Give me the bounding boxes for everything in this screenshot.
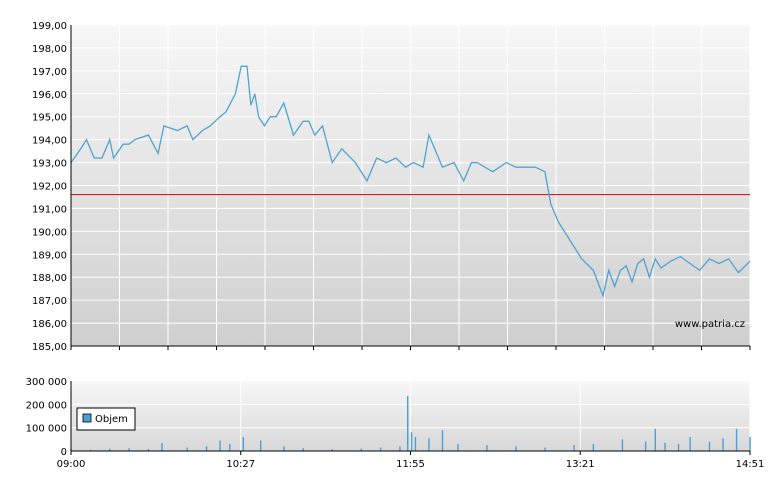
volume-bar xyxy=(406,396,409,451)
legend-label: Objem xyxy=(95,414,128,425)
price-y-tick-label: 187,00 xyxy=(32,296,67,307)
volume-bar xyxy=(109,448,111,451)
volume-bar xyxy=(161,442,163,451)
price-y-axis-labels: 199,00 198,00 197,00 196,00 195,00 194,00 193,… xyxy=(32,21,67,353)
volume-bar xyxy=(360,448,362,451)
price-y-tick-label: 191,00 xyxy=(32,204,67,215)
volume-bar xyxy=(457,444,459,451)
volume-y-tick-label: 0 xyxy=(61,447,67,458)
volume-bar xyxy=(128,448,130,451)
price-panel: 199,00 198,00 197,00 196,00 195,00 194,00 193,… xyxy=(32,21,751,353)
volume-bar xyxy=(89,449,92,451)
volume-bar xyxy=(331,449,333,451)
volume-bar xyxy=(219,440,221,451)
volume-bar xyxy=(689,437,691,451)
volume-legend: Objem xyxy=(76,407,136,431)
volume-bar xyxy=(414,437,417,451)
volume-bar xyxy=(515,446,517,451)
volume-x-tick-label: 13:21 xyxy=(566,459,595,470)
volume-bar xyxy=(592,444,595,451)
watermark: www.patria.cz xyxy=(675,319,745,330)
volume-bar xyxy=(205,446,208,451)
volume-bar xyxy=(302,448,304,451)
price-y-tick-label: 197,00 xyxy=(32,67,67,78)
volume-bar xyxy=(749,437,751,451)
price-y-tick-label: 193,00 xyxy=(32,159,67,170)
volume-bar xyxy=(621,439,624,451)
volume-bar xyxy=(644,441,647,451)
price-y-tick-label: 195,00 xyxy=(32,113,67,124)
price-y-tick-label: 188,00 xyxy=(32,273,67,284)
volume-bar xyxy=(544,447,546,451)
volume-bar xyxy=(677,444,680,451)
price-y-tick-label: 196,00 xyxy=(32,90,67,101)
volume-bar xyxy=(573,445,575,451)
price-y-tick-label: 199,00 xyxy=(32,21,67,32)
volume-bar xyxy=(242,437,244,451)
volume-bar xyxy=(147,448,150,451)
price-y-tick-label: 185,00 xyxy=(32,342,67,353)
volume-bar xyxy=(441,430,444,451)
volume-bar xyxy=(283,446,285,451)
volume-bars xyxy=(70,396,751,451)
volume-x-tick-label: 10:27 xyxy=(226,459,255,470)
volume-bar xyxy=(259,440,262,451)
volume-bar xyxy=(735,428,738,451)
price-y-tick-label: 189,00 xyxy=(32,250,67,261)
volume-bar xyxy=(428,438,430,451)
volume-bar xyxy=(708,441,711,451)
volume-x-tick-label: 11:55 xyxy=(396,459,425,470)
price-y-tick-label: 190,00 xyxy=(32,227,67,238)
legend-swatch xyxy=(82,413,92,423)
price-y-tick-label: 194,00 xyxy=(32,136,67,147)
volume-bar xyxy=(722,438,724,451)
volume-bar xyxy=(664,442,666,451)
volume-bar xyxy=(229,444,231,451)
price-y-tick-label: 198,00 xyxy=(32,44,67,55)
volume-bar xyxy=(186,447,188,451)
volume-x-tick-label: 09:00 xyxy=(57,459,86,470)
price-x-ticks xyxy=(70,346,751,350)
price-y-tick-label: 186,00 xyxy=(32,319,67,330)
volume-bar xyxy=(399,446,401,451)
price-series-line xyxy=(70,65,751,298)
volume-bar xyxy=(486,445,488,451)
volume-y-tick-label: 300 000 xyxy=(26,377,67,388)
price-y-tick-label: 192,00 xyxy=(32,182,67,193)
volume-x-ticks xyxy=(70,451,751,455)
volume-y-axis-labels: 300 000 200 000 100 000 0 xyxy=(26,377,67,458)
volume-y-tick-label: 200 000 xyxy=(26,400,67,411)
volume-bar xyxy=(654,428,657,451)
volume-panel: 300 000 200 000 100 000 0 09:00 10:27 11:55 13… xyxy=(26,377,765,470)
volume-bar xyxy=(410,432,413,451)
volume-x-axis-labels: 09:00 10:27 11:55 13:21 14:51 xyxy=(57,459,765,470)
price-vertical-gridlines xyxy=(119,25,751,346)
volume-bar xyxy=(379,447,382,451)
volume-y-tick-label: 100 000 xyxy=(26,424,67,435)
volume-x-tick-label: 14:51 xyxy=(736,459,765,470)
